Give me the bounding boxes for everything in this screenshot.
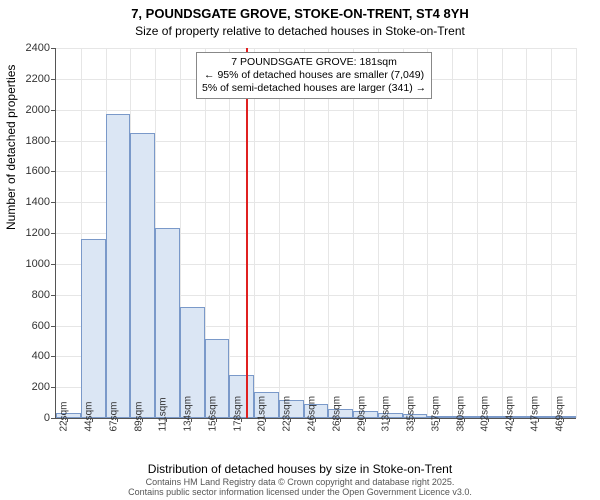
gridline-v (279, 48, 280, 418)
y-tick-label: 200 (0, 381, 50, 393)
y-tick-mark (51, 295, 55, 296)
plot-area: 7 POUNDSGATE GROVE: 181sqm ← 95% of deta… (55, 48, 576, 419)
gridline-v (551, 48, 552, 418)
y-tick-mark (51, 202, 55, 203)
histogram-bar (130, 133, 155, 418)
y-tick-mark (51, 110, 55, 111)
gridline-h (56, 48, 576, 49)
gridline-v (378, 48, 379, 418)
chart-subtitle: Size of property relative to detached ho… (0, 22, 600, 38)
y-tick-mark (51, 387, 55, 388)
y-tick-label: 1800 (0, 135, 50, 147)
gridline-v (427, 48, 428, 418)
gridline-v (229, 48, 230, 418)
y-tick-mark (51, 264, 55, 265)
histogram-bar (106, 114, 131, 418)
y-tick-mark (51, 233, 55, 234)
y-tick-label: 1200 (0, 227, 50, 239)
y-tick-label: 600 (0, 320, 50, 332)
gridline-v (576, 48, 577, 418)
histogram-bar (155, 228, 180, 418)
annotation-line1: 7 POUNDSGATE GROVE: 181sqm (202, 56, 426, 69)
y-tick-label: 2200 (0, 73, 50, 85)
y-tick-mark (51, 171, 55, 172)
y-tick-mark (51, 141, 55, 142)
y-tick-label: 1400 (0, 196, 50, 208)
gridline-v (403, 48, 404, 418)
gridline-v (526, 48, 527, 418)
annotation-line3: 5% of semi-detached houses are larger (3… (202, 82, 426, 95)
gridline-v (502, 48, 503, 418)
annotation-line2: ← 95% of detached houses are smaller (7,… (202, 69, 426, 82)
gridline-v (328, 48, 329, 418)
footer-line2: Contains public sector information licen… (0, 488, 600, 498)
y-tick-label: 800 (0, 289, 50, 301)
y-tick-label: 1000 (0, 258, 50, 270)
gridline-v (452, 48, 453, 418)
chart-title: 7, POUNDSGATE GROVE, STOKE-ON-TRENT, ST4… (0, 0, 600, 22)
y-tick-mark (51, 79, 55, 80)
gridline-v (353, 48, 354, 418)
histogram-bar (81, 239, 106, 418)
x-axis-label: Distribution of detached houses by size … (0, 462, 600, 476)
y-tick-label: 1600 (0, 165, 50, 177)
footer-attribution: Contains HM Land Registry data © Crown c… (0, 478, 600, 498)
gridline-v (477, 48, 478, 418)
y-tick-label: 2400 (0, 42, 50, 54)
y-tick-label: 2000 (0, 104, 50, 116)
y-tick-label: 0 (0, 412, 50, 424)
y-tick-mark (51, 48, 55, 49)
gridline-v (304, 48, 305, 418)
reference-line (246, 48, 248, 418)
gridline-v (254, 48, 255, 418)
y-tick-mark (51, 326, 55, 327)
y-tick-label: 400 (0, 350, 50, 362)
gridline-h (56, 110, 576, 111)
y-tick-mark (51, 356, 55, 357)
annotation-box: 7 POUNDSGATE GROVE: 181sqm ← 95% of deta… (196, 52, 432, 99)
y-tick-mark (51, 418, 55, 419)
